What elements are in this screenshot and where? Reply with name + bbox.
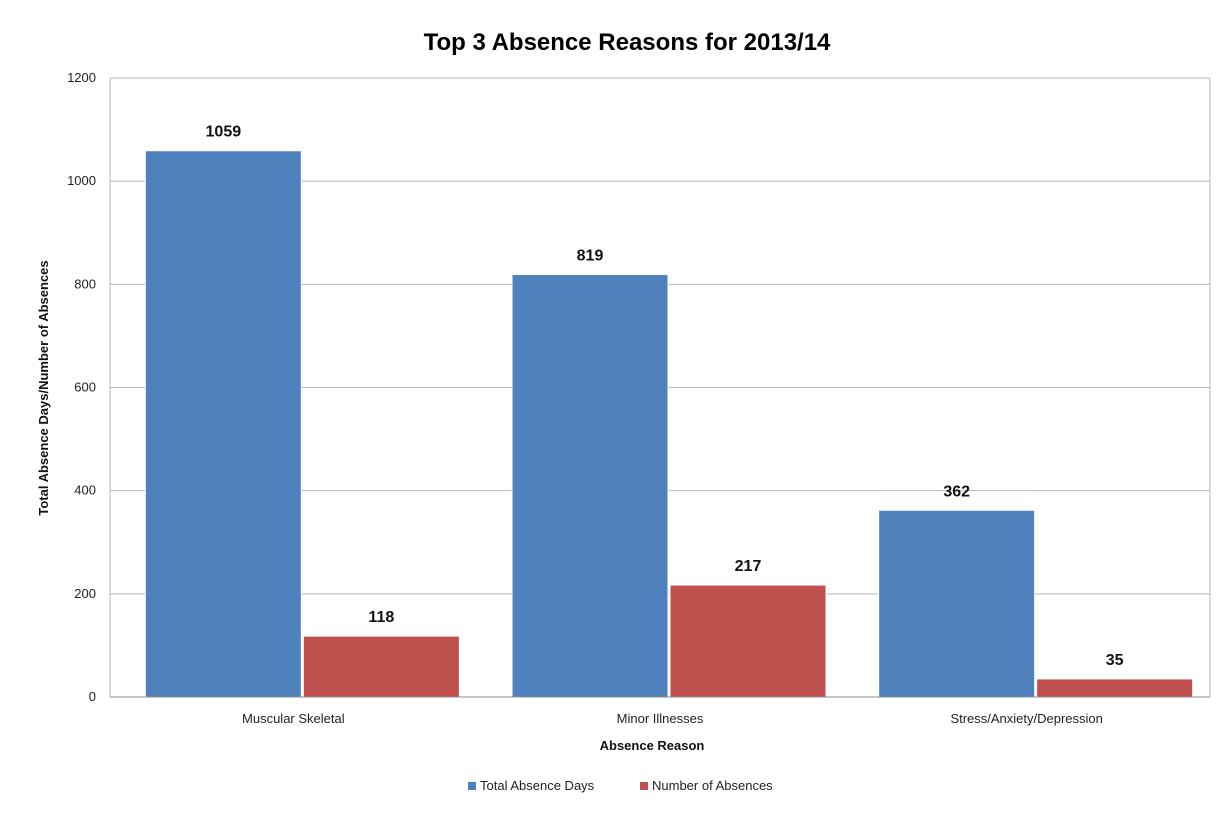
bar-number-of-absences <box>302 635 460 698</box>
data-label: 819 <box>577 248 604 265</box>
x-tick-label: Minor Illnesses <box>617 711 704 726</box>
data-label: 362 <box>943 483 970 500</box>
bar-data-labels: 1059 118 819 217 362 35 <box>206 124 1124 669</box>
legend-label: Number of Absences <box>652 778 773 793</box>
legend: Total Absence Days Number of Absences <box>468 778 773 793</box>
legend-swatch <box>468 782 476 790</box>
data-label: 1059 <box>206 124 242 141</box>
y-tick-label: 800 <box>74 276 96 291</box>
bars <box>144 150 1194 698</box>
y-tick-label: 1200 <box>67 70 96 85</box>
x-axis-title: Absence Reason <box>600 738 705 753</box>
bar-total-absence-days <box>511 274 669 698</box>
y-axis-tick-labels: 0 200 400 600 800 1000 1200 <box>67 70 96 704</box>
data-label: 118 <box>368 609 394 626</box>
bar-total-absence-days <box>144 150 302 698</box>
y-tick-label: 200 <box>74 586 96 601</box>
x-tick-label: Stress/Anxiety/Depression <box>950 711 1102 726</box>
data-label: 217 <box>735 558 762 575</box>
bar-total-absence-days <box>878 509 1036 698</box>
y-axis-title: Total Absence Days/Number of Absences <box>36 260 51 515</box>
chart-title: Top 3 Absence Reasons for 2013/14 <box>424 29 831 56</box>
y-tick-label: 400 <box>74 483 96 498</box>
legend-label: Total Absence Days <box>480 778 595 793</box>
data-label: 35 <box>1106 652 1124 669</box>
x-tick-label: Muscular Skeletal <box>242 711 345 726</box>
bar-number-of-absences <box>669 584 827 698</box>
legend-swatch <box>640 782 648 790</box>
y-tick-label: 1000 <box>67 173 96 188</box>
y-tick-label: 0 <box>89 689 96 704</box>
y-tick-label: 600 <box>74 380 96 395</box>
x-axis-tick-labels: Muscular Skeletal Minor Illnesses Stress/A… <box>242 711 1103 726</box>
bar-number-of-absences <box>1036 678 1194 698</box>
